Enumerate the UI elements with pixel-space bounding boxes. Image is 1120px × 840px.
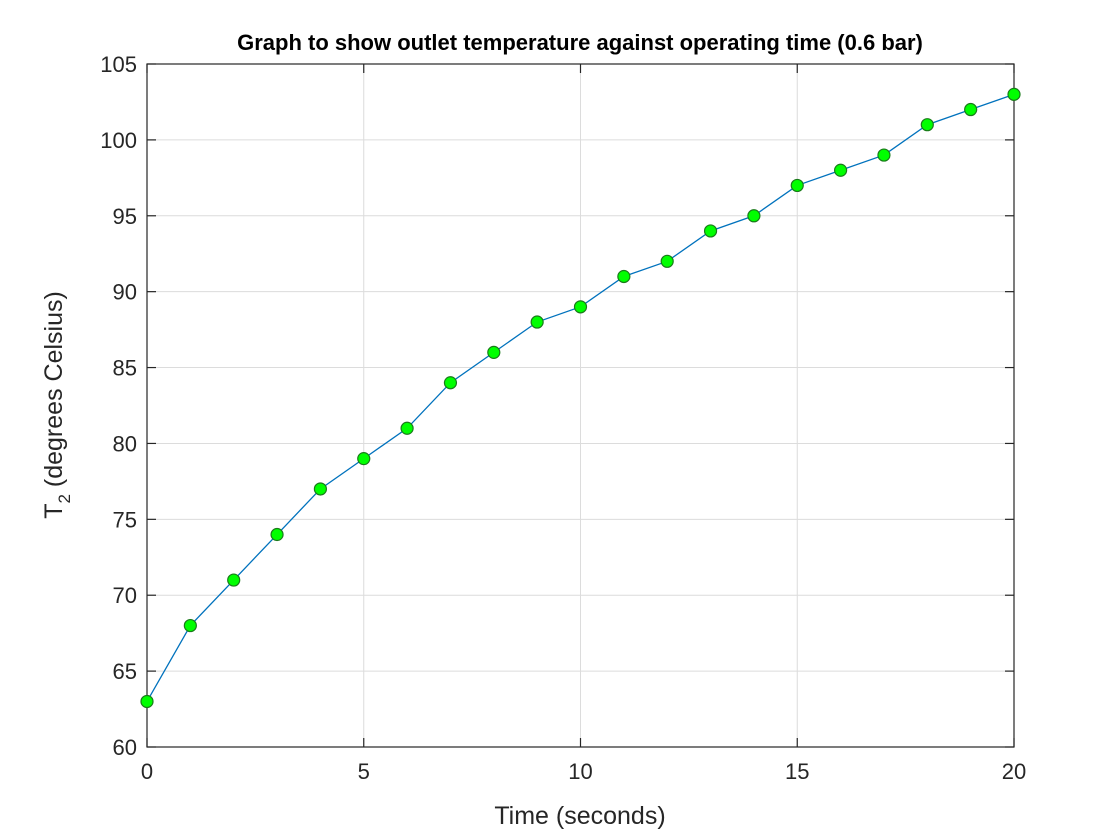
data-point xyxy=(747,209,761,223)
x-tick-label: 10 xyxy=(568,759,592,784)
y-axis-ticks: 60 65 70 75 80 85 90 95 100 105 xyxy=(100,52,1014,760)
data-point xyxy=(530,315,544,329)
data-point xyxy=(964,102,978,117)
x-tick-label: 20 xyxy=(1002,759,1026,784)
x-tick-label: 15 xyxy=(785,759,809,784)
x-axis-label: Time (seconds) xyxy=(494,802,665,830)
y-tick-label: 75 xyxy=(113,507,137,532)
y-axis-label-subscript: 2 xyxy=(55,494,74,503)
data-series xyxy=(140,87,1021,709)
data-point xyxy=(1007,87,1021,101)
y-tick-label: 100 xyxy=(100,128,137,153)
y-tick-label: 60 xyxy=(113,735,137,760)
data-point xyxy=(357,452,371,466)
x-tick-label: 5 xyxy=(358,759,370,784)
x-axis-ticks: 0 5 10 15 20 xyxy=(141,64,1026,784)
y-axis-label: T2 (degrees Celsius) xyxy=(40,291,74,519)
data-point xyxy=(790,178,804,193)
data-point xyxy=(920,118,934,132)
data-point xyxy=(573,300,588,314)
y-tick-label: 95 xyxy=(113,204,137,229)
chart-title: Graph to show outlet temperature against… xyxy=(237,30,923,55)
y-tick-label: 80 xyxy=(113,431,137,456)
data-point xyxy=(703,224,718,238)
y-axis-label-rest: (degrees Celsius) xyxy=(40,291,68,494)
data-point xyxy=(877,148,891,162)
data-point xyxy=(833,163,848,177)
data-point xyxy=(660,254,674,268)
data-point xyxy=(487,345,501,359)
y-axis-label-main: T xyxy=(40,504,68,519)
y-tick-label: 90 xyxy=(113,280,137,305)
data-point xyxy=(227,573,241,587)
data-point xyxy=(443,376,458,390)
y-tick-label: 65 xyxy=(113,659,137,684)
data-point xyxy=(313,482,327,496)
y-tick-label: 105 xyxy=(100,52,137,77)
y-tick-label: 85 xyxy=(113,356,137,381)
data-point xyxy=(270,527,284,542)
data-point xyxy=(140,694,154,709)
data-point xyxy=(400,421,414,435)
x-tick-label: 0 xyxy=(141,759,153,784)
y-tick-label: 70 xyxy=(113,583,137,608)
data-point xyxy=(183,618,197,633)
data-point xyxy=(617,269,631,284)
